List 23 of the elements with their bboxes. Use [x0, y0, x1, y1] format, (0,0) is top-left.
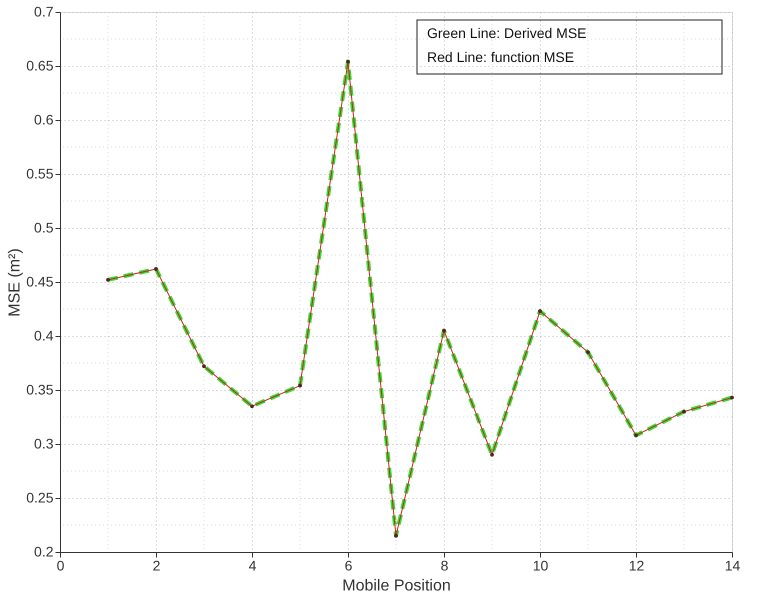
x-tick-label: 12	[628, 558, 644, 574]
y-axis-title: MSE (m²)	[6, 248, 24, 317]
y-tick-label: 0.6	[34, 112, 54, 128]
x-tick-label: 10	[532, 558, 548, 574]
y-tick-label: 0.55	[26, 166, 54, 182]
x-tick-label: 4	[248, 558, 257, 574]
annotation: Red Line: function MSE	[427, 49, 574, 65]
x-tick-label: 8	[440, 558, 449, 574]
y-tick-label: 0.45	[26, 274, 54, 290]
x-tick-label: 14	[724, 558, 740, 574]
y-tick-label: 0.3	[34, 436, 54, 452]
x-tick-label: 2	[152, 558, 161, 574]
y-tick-label: 0.2	[34, 544, 54, 560]
x-tick-label: 6	[344, 558, 353, 574]
y-tick-label: 0.7	[34, 4, 54, 20]
y-tick-label: 0.5	[34, 220, 54, 236]
y-tick-label: 0.35	[26, 382, 54, 398]
y-tick-label: 0.4	[34, 328, 54, 344]
x-tick-label: 0	[56, 558, 65, 574]
annotation: Green Line: Derived MSE	[427, 25, 587, 41]
y-tick-label: 0.25	[26, 490, 54, 506]
x-axis-title: Mobile Position	[342, 578, 451, 594]
y-tick-label: 0.65	[26, 58, 54, 74]
